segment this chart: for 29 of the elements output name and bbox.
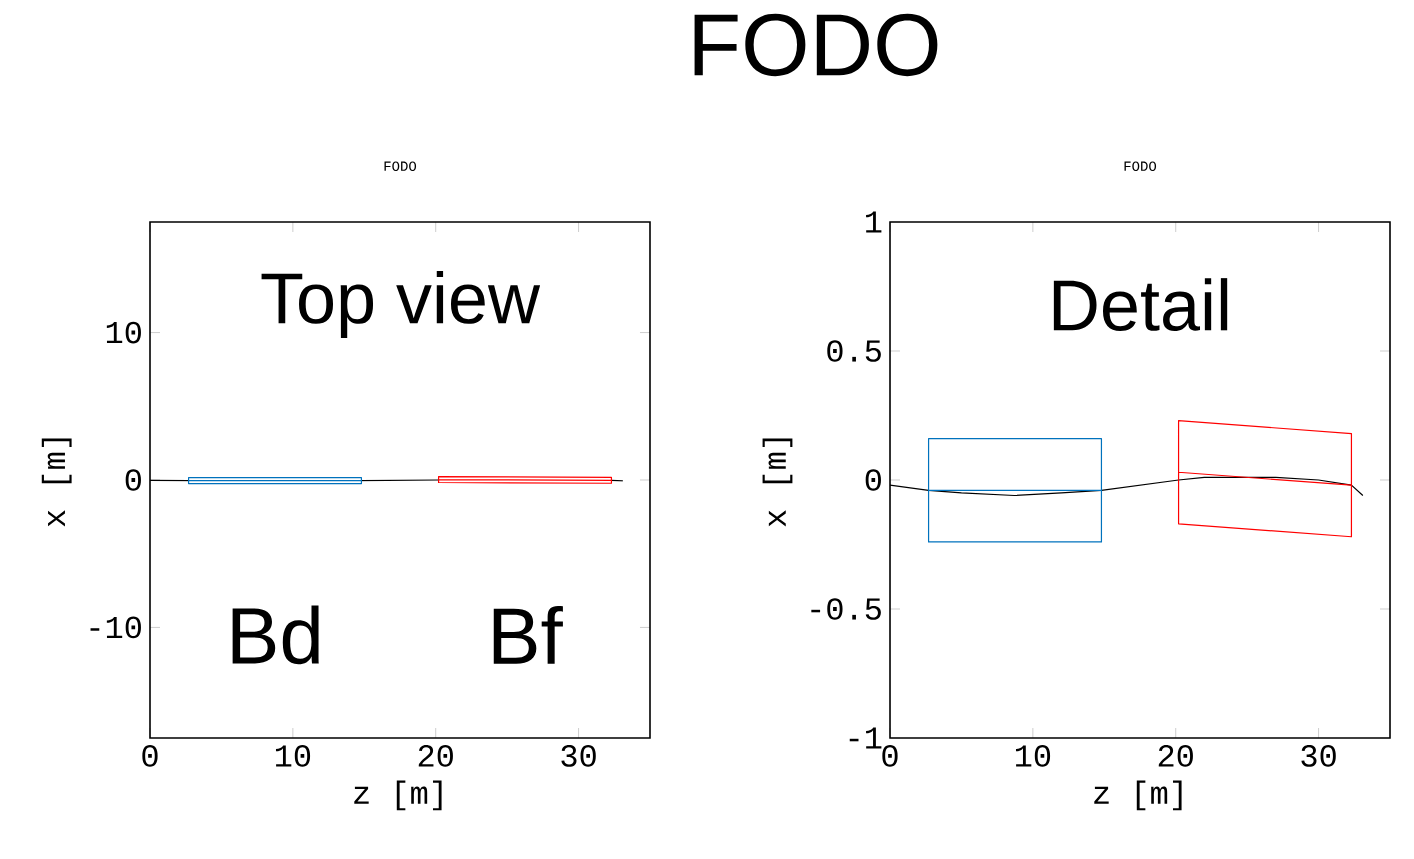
x-tick-label: 10 [275, 745, 311, 767]
y-tick-label: 0 [125, 469, 141, 491]
x-tick-label: 20 [418, 745, 453, 767]
x-tick-label: 30 [1301, 745, 1336, 767]
series-label: Bd [232, 605, 319, 665]
line-series [437, 476, 613, 484]
x-tick-label: 20 [1158, 745, 1193, 767]
text: FODO [694, 13, 938, 77]
y-tick-label: 0 [865, 469, 881, 491]
x-axis-title: z [m] [1094, 780, 1182, 811]
y-tick-label: 0.5 [827, 340, 881, 362]
y-tick-label: -0.5 [811, 598, 881, 620]
y-axis-title: x [m] [762, 438, 793, 527]
y-axis-title: x [m] [41, 438, 72, 527]
y-tick-label: -10 [90, 616, 141, 639]
annotation: Detail [1053, 278, 1228, 331]
y-tick-label: 1 [866, 211, 882, 233]
y-tick-label: 10 [106, 321, 141, 344]
x-axis-title: z [m] [354, 780, 442, 811]
x-tick-label: 10 [1015, 745, 1051, 767]
x-tick-label: 0 [882, 745, 898, 767]
chart-title: FODO [384, 161, 417, 171]
x-tick-label: 0 [142, 745, 158, 767]
series-label: Bf [493, 605, 563, 664]
x-tick-label: 30 [561, 745, 596, 767]
annotation: Top view [261, 271, 541, 339]
line-series [1177, 420, 1353, 538]
y-tick-label: -1 [849, 727, 882, 749]
chart-title: FODO [1124, 161, 1157, 171]
